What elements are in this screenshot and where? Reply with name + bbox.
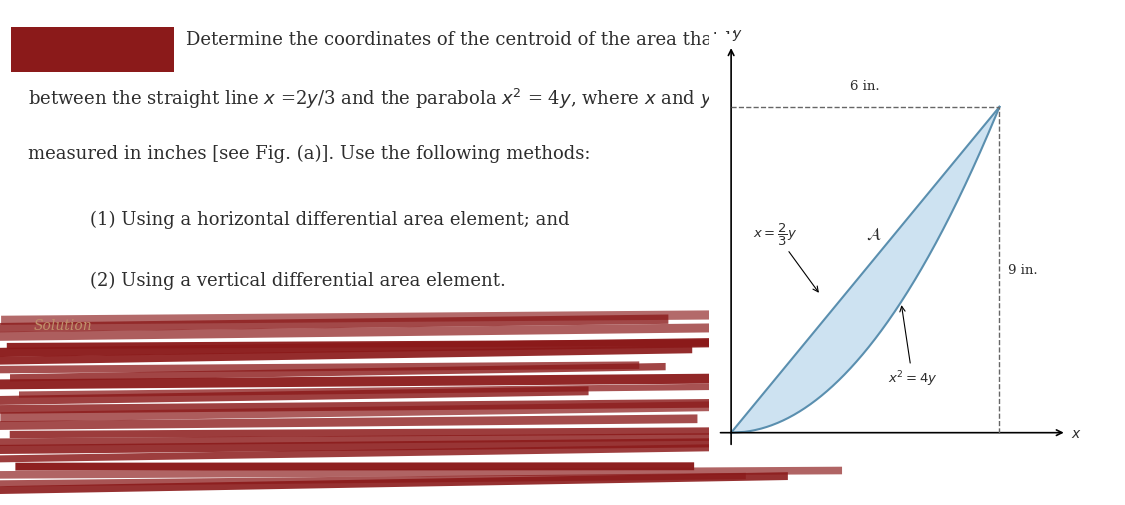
Text: 6 in.: 6 in. — [850, 80, 880, 93]
Polygon shape — [0, 433, 717, 446]
Polygon shape — [16, 463, 694, 471]
Text: $y$: $y$ — [732, 28, 744, 42]
Text: (2) Using a vertical differential area element.: (2) Using a vertical differential area e… — [90, 271, 506, 289]
Polygon shape — [0, 362, 639, 374]
Polygon shape — [10, 427, 845, 438]
Polygon shape — [0, 338, 734, 358]
Polygon shape — [0, 386, 588, 406]
Polygon shape — [0, 315, 668, 333]
Polygon shape — [0, 467, 842, 479]
Polygon shape — [0, 472, 788, 495]
Polygon shape — [0, 322, 824, 341]
Text: between the straight line $x$ =2$y$/3 and the parabola $x^2$ = 4$y$, where $x$ a: between the straight line $x$ =2$y$/3 an… — [28, 86, 748, 111]
Text: $x$: $x$ — [1071, 426, 1082, 440]
Polygon shape — [0, 401, 736, 422]
Text: Determine the coordinates of the centroid of the area that lies: Determine the coordinates of the centroi… — [186, 31, 756, 49]
Polygon shape — [0, 399, 716, 414]
Bar — [11, 28, 174, 73]
Polygon shape — [0, 473, 746, 487]
Text: Solution: Solution — [34, 319, 92, 333]
Polygon shape — [10, 363, 666, 382]
Text: (1) Using a horizontal differential area element; and: (1) Using a horizontal differential area… — [90, 211, 569, 229]
Polygon shape — [0, 442, 878, 463]
Text: measured in inches [see Fig. (a)]. Use the following methods:: measured in inches [see Fig. (a)]. Use t… — [28, 145, 591, 163]
Polygon shape — [0, 346, 692, 366]
Polygon shape — [19, 383, 830, 398]
Text: $\mathcal{A}$: $\mathcal{A}$ — [866, 226, 882, 242]
Polygon shape — [7, 339, 890, 349]
Polygon shape — [1, 310, 850, 325]
Text: 9 in.: 9 in. — [1008, 264, 1038, 277]
Text: $x^2 = 4y$: $x^2 = 4y$ — [888, 307, 937, 388]
Text: $x = \dfrac{2}{3}y$: $x = \dfrac{2}{3}y$ — [754, 221, 818, 292]
Polygon shape — [0, 373, 853, 390]
Polygon shape — [0, 415, 698, 430]
Polygon shape — [0, 438, 720, 454]
